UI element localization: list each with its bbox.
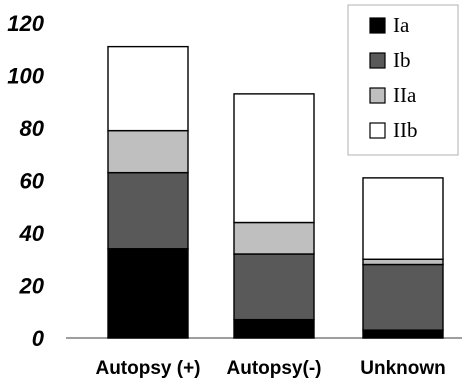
bar-segment-ia <box>233 318 315 339</box>
x-tick-label: Autopsy (+) <box>95 358 200 379</box>
legend-swatch <box>369 52 386 69</box>
legend-swatch <box>369 87 386 104</box>
y-tick-label: 0 <box>32 326 45 351</box>
bar-segment-iia <box>107 129 189 174</box>
y-tick-label: 20 <box>19 274 45 299</box>
bar-segment-ia <box>107 248 189 339</box>
legend-label: Ia <box>393 13 410 37</box>
x-tick-label: Autopsy(-) <box>227 358 322 379</box>
bars <box>107 45 444 339</box>
legend-swatch <box>369 122 386 139</box>
bar-segment-iia <box>362 258 444 266</box>
bar-segment-ib <box>107 171 189 250</box>
bar-segment-iib <box>107 45 189 132</box>
bar-segment-ia <box>362 329 444 339</box>
bar-segment-iib <box>233 93 315 224</box>
legend-label: Ib <box>393 48 411 72</box>
y-tick-label: 120 <box>7 11 44 36</box>
legend: Ia Ib IIa IIb <box>347 4 459 156</box>
y-tick-label: 80 <box>20 116 45 141</box>
legend-label: IIb <box>393 118 418 142</box>
bar-segment-ib <box>233 253 315 321</box>
x-tick-label: Unknown <box>360 358 446 379</box>
y-tick-label: 100 <box>7 64 44 89</box>
legend-box <box>347 4 459 156</box>
y-tick-label: 60 <box>20 169 45 194</box>
legend-swatch <box>369 17 386 34</box>
bar-segment-iia <box>233 221 315 255</box>
x-axis-labels: Autopsy (+) Autopsy(-) Unknown <box>95 358 445 379</box>
bar-segment-iib <box>362 177 444 260</box>
y-tick-label: 40 <box>19 221 45 246</box>
bar-segment-ib <box>362 263 444 331</box>
legend-label: IIa <box>393 83 417 107</box>
